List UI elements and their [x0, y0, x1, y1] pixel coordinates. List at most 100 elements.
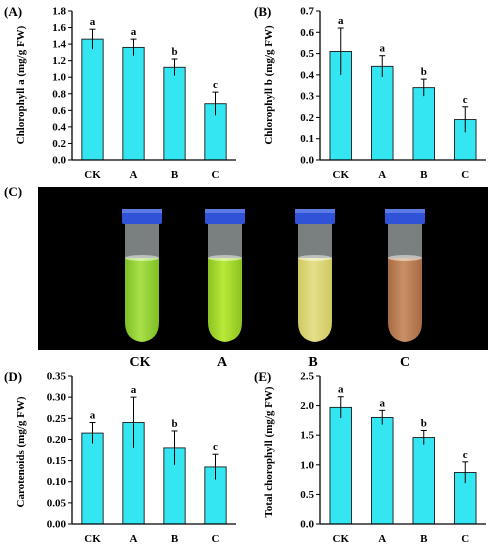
- y-tick-label: 0.4: [300, 69, 314, 81]
- y-tick-label: 0.2: [300, 112, 314, 124]
- x-tick-label: A: [378, 533, 386, 545]
- y-axis-label-d: Carotenoids (mg/g FW): [15, 396, 27, 507]
- tube-label-b: B: [308, 355, 317, 370]
- significance-letter: a: [131, 26, 137, 38]
- x-tick-label: A: [130, 169, 138, 181]
- significance-letter: c: [213, 441, 218, 453]
- tube-cap-top: [385, 209, 425, 213]
- tube-label-a: A: [217, 355, 228, 370]
- x-tick-label: C: [461, 169, 469, 181]
- tube-liquid: [388, 258, 422, 342]
- x-tick-label: A: [378, 169, 386, 181]
- x-tick-label: B: [420, 169, 428, 181]
- significance-letter: b: [171, 46, 177, 58]
- y-tick-label: 0.2: [52, 138, 66, 150]
- significance-letter: a: [380, 397, 386, 409]
- y-tick-label: 0.0: [300, 519, 314, 531]
- significance-letter: a: [90, 410, 96, 422]
- tube-liquid: [298, 258, 332, 342]
- tube-ck: [122, 209, 162, 342]
- significance-letter: b: [171, 418, 177, 430]
- x-tick-label: CK: [333, 169, 350, 181]
- y-tick-label: 0.0: [300, 155, 314, 167]
- y-tick-label: 1.0: [300, 459, 314, 471]
- y-axis-label-a: Chlorophyll a (mg/g FW): [15, 25, 27, 144]
- chart-panel-a: (A) Chlorophyll a (mg/g FW) 0.0 0.2 0.4 0.6…: [4, 4, 236, 181]
- tube-cap-top: [295, 209, 335, 213]
- tube-label-ck: CK: [130, 355, 151, 370]
- panel-letter-e: (E): [254, 369, 271, 384]
- y-tick-label: 0.6: [52, 105, 66, 117]
- tube-label-c: C: [400, 355, 410, 370]
- significance-letter: a: [338, 15, 344, 27]
- bar-b: [412, 437, 435, 525]
- chart-panel-d: (D) Carotenoids (mg/g FW) 0.00 0.05 0.10 0.…: [4, 369, 236, 545]
- y-tick-label: 0.05: [47, 497, 67, 509]
- x-tick-label: C: [461, 533, 469, 545]
- bar-a: [371, 65, 394, 161]
- bar-a: [371, 416, 394, 525]
- bar-ck: [81, 38, 104, 161]
- y-tick-label: 0.7: [300, 6, 314, 18]
- x-tick-label: A: [130, 533, 138, 545]
- y-axis-label-b: Chlorophyll b (mg/g FW): [263, 25, 275, 145]
- y-tick-label: 0.5: [300, 489, 314, 501]
- bar-b: [412, 87, 435, 161]
- chart-panel-e: (E) Total chorophyll (mg/g FW) 0.0 0.5 1.0…: [254, 369, 486, 545]
- tube-meniscus: [208, 255, 242, 261]
- y-tick-label: 0.4: [52, 121, 66, 133]
- panel-letter-a: (A): [4, 4, 22, 19]
- x-tick-label: CK: [84, 533, 101, 545]
- significance-letter: c: [463, 449, 468, 461]
- tube-cap-top: [122, 209, 162, 213]
- tube-a: [205, 209, 245, 342]
- significance-letter: a: [131, 384, 137, 396]
- y-tick-label: 1.8: [52, 6, 66, 18]
- panel-letter-c: (C): [4, 184, 22, 199]
- significance-letter: c: [213, 79, 218, 91]
- x-tick-label: B: [171, 169, 179, 181]
- chart-panel-b: (B) Chlorophyll b (mg/g FW) 0.0 0.1 0.2 0.3…: [254, 4, 486, 181]
- tube-meniscus: [298, 255, 332, 261]
- y-tick-label: 0.10: [47, 476, 67, 488]
- tube-liquid: [208, 258, 242, 342]
- y-tick-label: 1.4: [52, 39, 66, 51]
- x-tick-label: B: [420, 533, 428, 545]
- y-tick-label: 0.00: [47, 519, 67, 531]
- x-tick-label: CK: [84, 169, 101, 181]
- y-tick-label: 0.25: [47, 413, 67, 425]
- y-tick-label: 0.8: [52, 88, 66, 100]
- bar-ck: [329, 406, 352, 525]
- y-tick-label: 2.5: [300, 371, 314, 383]
- tube-photo-panel: (C) CK A B C: [4, 184, 488, 370]
- panel-letter-d: (D): [4, 369, 22, 384]
- bar-a: [122, 46, 145, 161]
- y-tick-label: 1.0: [52, 72, 66, 84]
- significance-letter: b: [421, 66, 427, 78]
- y-tick-label: 2.0: [300, 400, 314, 412]
- x-tick-label: C: [212, 169, 220, 181]
- x-tick-label: C: [212, 533, 220, 545]
- y-tick-label: 0.0: [52, 155, 66, 167]
- y-tick-label: 0.3: [300, 91, 314, 103]
- y-tick-label: 0.6: [300, 27, 314, 39]
- significance-letter: b: [421, 417, 427, 429]
- bar-b: [163, 66, 186, 161]
- y-tick-label: 1.6: [52, 22, 66, 34]
- x-tick-label: B: [171, 533, 179, 545]
- y-tick-label: 1.2: [52, 55, 66, 67]
- y-tick-label: 1.5: [300, 430, 314, 442]
- y-tick-label: 0.5: [300, 48, 314, 60]
- tube-cap-top: [205, 209, 245, 213]
- tube-b: [295, 209, 335, 342]
- significance-letter: a: [90, 16, 96, 28]
- y-tick-label: 0.15: [47, 455, 67, 467]
- panel-letter-b: (B): [254, 4, 271, 19]
- y-tick-label: 0.20: [47, 434, 67, 446]
- y-tick-label: 0.35: [47, 371, 67, 383]
- y-axis-label-e: Total chorophyll (mg/g FW): [263, 386, 275, 517]
- bar-ck: [81, 432, 104, 525]
- y-tick-label: 0.1: [300, 133, 314, 145]
- significance-letter: c: [463, 94, 468, 106]
